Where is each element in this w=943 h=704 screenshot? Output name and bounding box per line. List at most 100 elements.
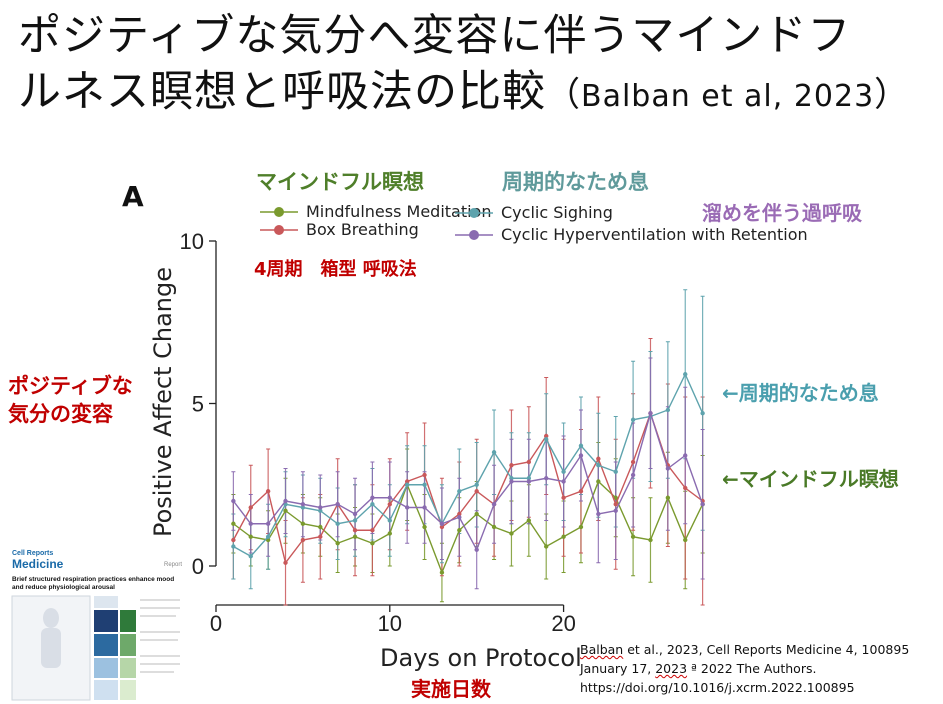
data-point-cyclic	[387, 518, 392, 523]
annotation-positive-line1: ポジティブな	[8, 374, 133, 398]
data-point-mindfulness	[370, 541, 375, 546]
data-point-hyper	[509, 479, 514, 484]
data-point-box	[648, 411, 653, 416]
data-point-mindfulness	[491, 524, 497, 530]
data-point-mindfulness	[544, 544, 549, 549]
data-point-cyclic	[404, 482, 410, 487]
annotation-hyperventilation-jp: 溜めを伴う過呼吸	[702, 201, 862, 225]
title-line-1: ポジティブな気分へ変容に伴うマインドフ	[18, 11, 852, 61]
data-point-cyclic	[318, 508, 323, 513]
y-tick-label-1: 5	[192, 392, 204, 417]
paren-close: ）	[874, 75, 910, 115]
data-point-hyper	[231, 498, 236, 504]
data-point-box	[561, 495, 566, 500]
data-point-cyclic	[509, 476, 514, 481]
data-point-box	[544, 433, 549, 439]
data-point-mindfulness	[700, 502, 705, 507]
data-point-cyclic	[648, 414, 653, 419]
legend-item-box: Box Breathing	[260, 220, 419, 239]
legend-item-hyper: Cyclic Hyperventilation with Retention	[455, 225, 808, 244]
data-point-hyper	[683, 453, 688, 458]
data-point-cyclic	[578, 443, 584, 448]
data-point-cyclic	[700, 411, 705, 416]
data-point-box	[683, 485, 688, 491]
series-line-box	[232, 411, 704, 565]
data-point-box	[509, 463, 514, 468]
data-point-mindfulness	[596, 479, 601, 484]
data-point-cyclic	[596, 463, 601, 468]
data-point-mindfulness	[265, 537, 271, 543]
series-line-hyper	[232, 410, 704, 552]
data-point-box	[700, 498, 705, 504]
data-point-cyclic	[335, 521, 340, 526]
data-point-hyper	[335, 502, 340, 507]
data-point-mindfulness	[630, 534, 636, 539]
data-point-box	[335, 502, 340, 507]
data-point-hyper	[544, 476, 549, 481]
data-point-box	[265, 489, 271, 494]
paper-thumbnail: Cell Reports Medicine Report Brief struc…	[8, 548, 186, 704]
data-point-cyclic	[248, 554, 253, 559]
data-point-box	[422, 472, 427, 478]
data-point-box	[231, 537, 236, 543]
data-point-mindfulness	[422, 524, 427, 530]
data-point-hyper	[665, 466, 671, 471]
data-point-hyper	[422, 505, 427, 510]
data-point-hyper	[404, 505, 410, 510]
data-point-cyclic	[265, 534, 271, 539]
data-point-box	[439, 524, 445, 530]
data-point-mindfulness	[526, 518, 532, 523]
thumbnail-journal-big: Medicine	[12, 557, 64, 571]
data-point-mindfulness	[283, 508, 288, 513]
data-point-cyclic	[491, 450, 497, 455]
data-point-mindfulness	[474, 511, 479, 517]
reference-year: 2023	[655, 661, 688, 676]
data-point-mindfulness	[404, 482, 410, 487]
thumbnail-graphic	[11, 595, 180, 701]
legend-item-cyclic: Cyclic Sighing	[455, 203, 613, 222]
data-point-hyper	[474, 547, 479, 552]
data-point-cyclic	[474, 482, 479, 487]
data-point-cyclic	[561, 469, 566, 474]
data-point-mindfulness	[457, 528, 462, 533]
data-point-box	[457, 511, 462, 517]
data-point-hyper	[630, 472, 636, 478]
slide-title: ポジティブな気分へ変容に伴うマインドフ ルネス瞑想と呼吸法の比較（Balban …	[18, 8, 933, 125]
panel-label: A	[122, 180, 144, 213]
annotation-arrow-mindfulness: ←マインドフル瞑想	[722, 467, 899, 491]
data-point-box	[370, 528, 375, 533]
data-point-cyclic	[370, 502, 375, 507]
data-point-box	[404, 479, 410, 484]
data-point-mindfulness	[318, 524, 323, 530]
data-point-mindfulness	[300, 521, 306, 526]
data-point-hyper	[596, 511, 601, 517]
data-point-cyclic	[352, 518, 358, 523]
annotation-positive-line2: 気分の変容	[8, 402, 113, 426]
data-point-mindfulness	[439, 570, 445, 575]
data-point-cyclic	[231, 544, 236, 549]
legend-item-mindfulness: Mindfulness Meditation	[260, 202, 491, 221]
y-tick-label-2: 10	[180, 229, 204, 254]
data-point-box	[578, 489, 584, 494]
data-point-hyper	[248, 521, 253, 526]
title-line-2-text: ルネス瞑想と呼吸法の比較	[18, 67, 546, 117]
data-point-box	[300, 537, 306, 543]
data-point-hyper	[648, 411, 653, 416]
legend-label-cyclic: Cyclic Sighing	[501, 203, 613, 222]
data-point-hyper	[457, 515, 462, 520]
data-point-cyclic	[683, 372, 688, 377]
reference-copyright: ª 2022 The Authors.	[687, 661, 817, 676]
data-point-hyper	[265, 521, 271, 526]
data-point-box	[283, 560, 288, 565]
data-point-box	[248, 505, 253, 510]
data-point-cyclic	[439, 521, 445, 526]
legend-label-hyper: Cyclic Hyperventilation with Retention	[501, 225, 808, 244]
data-point-hyper	[387, 495, 392, 500]
data-point-mindfulness	[335, 541, 340, 546]
data-point-mindfulness	[509, 531, 514, 536]
data-point-cyclic	[300, 505, 306, 510]
title-line-2: ルネス瞑想と呼吸法の比較（Balban et al, 2023）	[18, 64, 933, 125]
annotation-days-jp: 実施日数	[411, 677, 491, 701]
data-point-hyper	[561, 479, 566, 484]
data-point-cyclic	[665, 407, 671, 413]
